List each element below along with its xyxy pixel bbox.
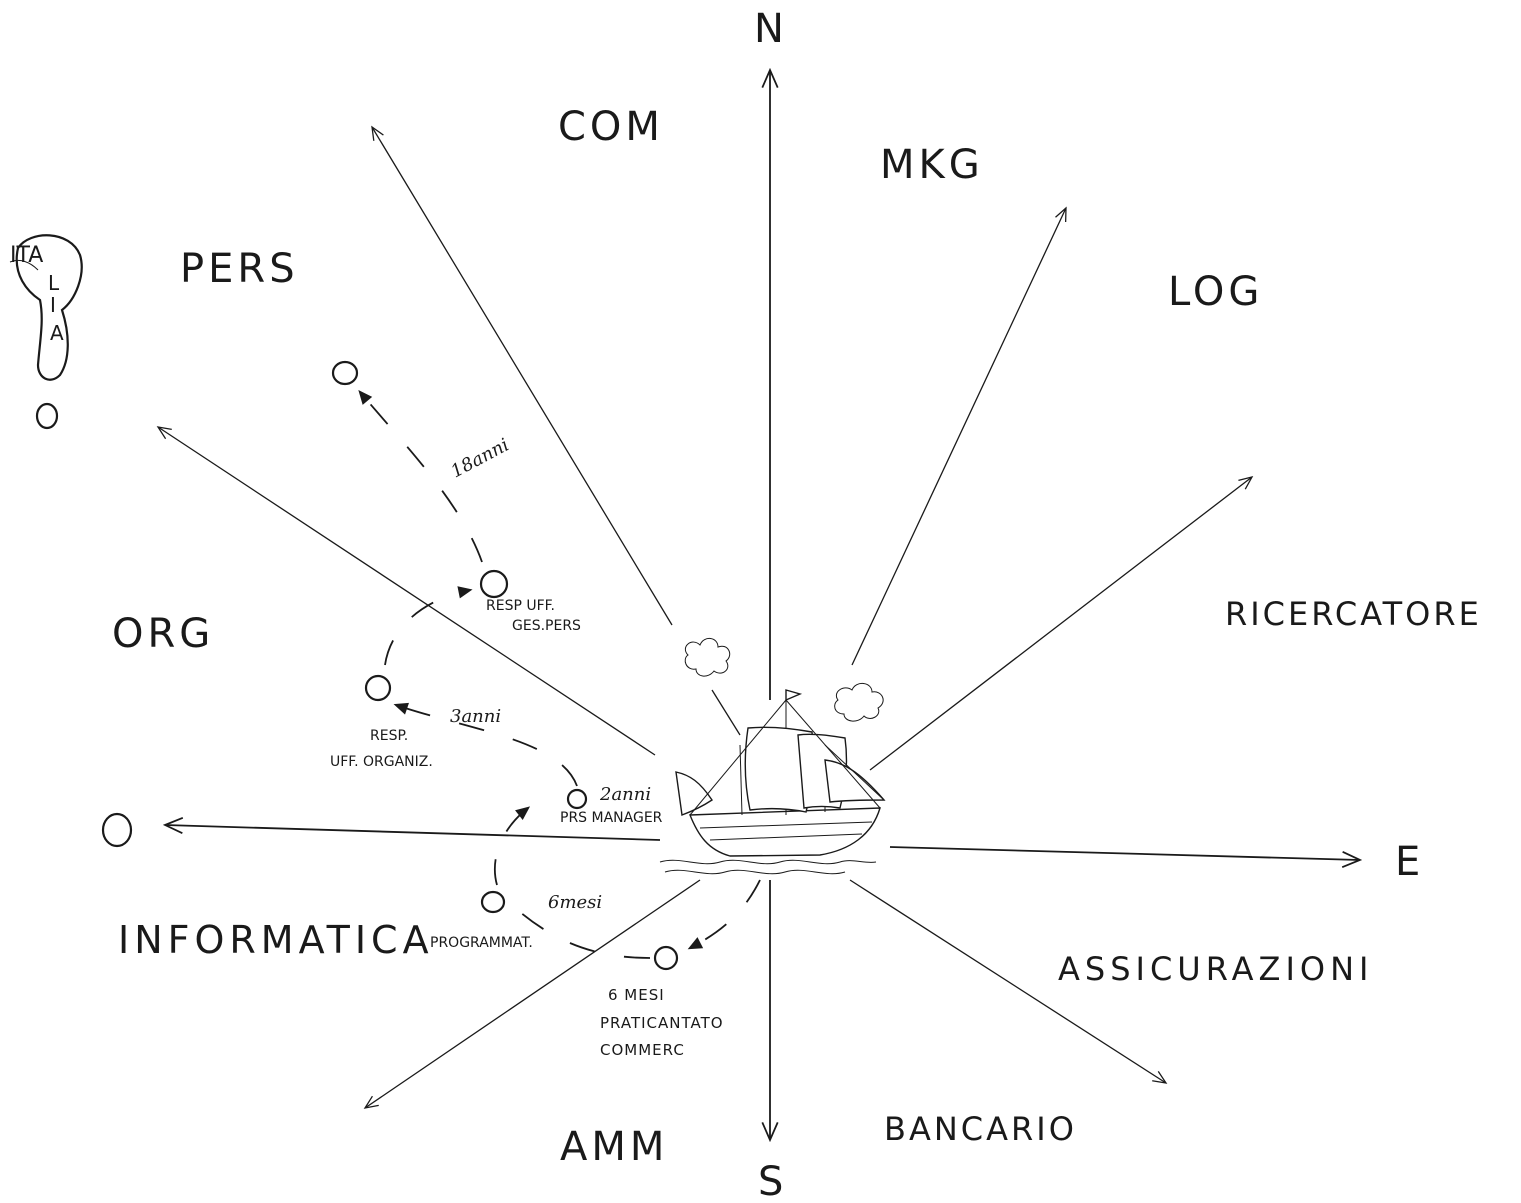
stage-4-line-2: UFF. ORGANIZ. (330, 754, 433, 770)
stage-5-line-1: RESP UFF. (486, 598, 555, 614)
ray-com (371, 125, 673, 626)
island-label-ita: ITA (10, 243, 43, 268)
path-segment-6 (358, 390, 483, 563)
island-italia (15, 234, 83, 381)
compass-north: N (754, 6, 784, 52)
path-segment-2 (519, 911, 651, 959)
node-stage-5 (479, 569, 509, 599)
ray-amm (363, 879, 701, 1109)
node-stage-1 (653, 945, 679, 971)
stage-6-duration: 18anni (447, 434, 512, 482)
stage-3-duration: 2anni (599, 784, 651, 805)
node-stage-3 (566, 788, 588, 810)
path-segment-1 (687, 879, 761, 950)
cloud-right (834, 683, 884, 722)
ray-pers (156, 426, 656, 756)
label-bancario: BANCARIO (884, 1110, 1077, 1148)
ship-illustration (659, 689, 886, 875)
node-west-end (101, 812, 133, 848)
island-coast-mark (9, 259, 39, 271)
path-segment-5 (384, 586, 473, 666)
label-mkg: MKG (880, 142, 984, 188)
stage-4-line-1: RESP. (370, 728, 408, 744)
ray-log (869, 476, 1254, 771)
ray-mkg (851, 206, 1067, 666)
label-informatica: INFORMATICA (118, 918, 434, 962)
label-com: COM (558, 104, 664, 150)
ray-bancario (849, 879, 1168, 1084)
label-pers: PERS (180, 246, 299, 292)
label-org: ORG (112, 611, 214, 657)
stage-2-label: PROGRAMMAT. (430, 935, 533, 951)
stage-4-duration: 3anni (450, 706, 501, 727)
path-segment-4 (393, 702, 578, 787)
cloud-left (684, 638, 731, 677)
path-segment-3 (493, 806, 531, 886)
label-amm: AMM (560, 1124, 668, 1170)
east-axis (889, 846, 1363, 869)
node-stage-4 (364, 674, 392, 702)
stage-1-line-2: PRATICANTATO (600, 1014, 724, 1032)
compass-east: E (1395, 839, 1420, 885)
node-stage-2 (480, 890, 506, 914)
stage-2-duration: 6mesi (548, 892, 602, 913)
stage-5-line-2: GES.PERS (512, 618, 581, 634)
island-label-l: L (48, 271, 60, 295)
west-axis (162, 817, 661, 841)
stage-3-label: PRS MANAGER (560, 810, 663, 826)
node-island (35, 402, 59, 430)
label-assicurazioni: ASSICURAZIONI (1058, 950, 1373, 988)
node-stage-6 (331, 360, 359, 386)
stage-1-line-1: 6 MESI (608, 986, 665, 1004)
ray-com-lower (711, 689, 741, 736)
label-log: LOG (1168, 269, 1263, 315)
compass-south: S (758, 1159, 783, 1203)
stage-1-line-3: COMMERC (600, 1041, 685, 1059)
label-ricercatore: RICERCATORE (1225, 595, 1482, 633)
island-label-a: A (50, 321, 64, 345)
island-label-i: I (50, 293, 56, 317)
compass-west-label: O (103, 804, 133, 854)
